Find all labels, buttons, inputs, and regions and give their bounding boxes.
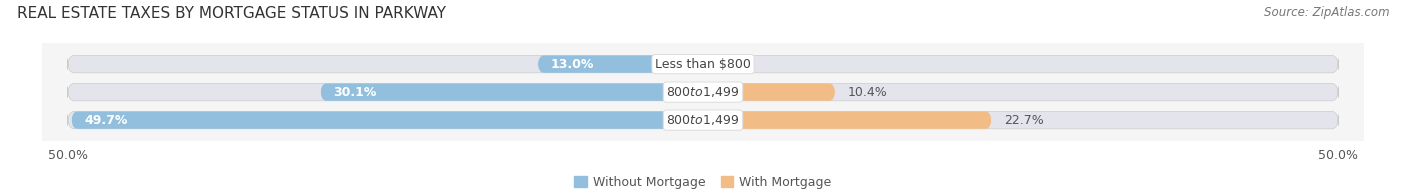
- FancyBboxPatch shape: [72, 112, 703, 129]
- FancyBboxPatch shape: [703, 83, 835, 101]
- Legend: Without Mortgage, With Mortgage: Without Mortgage, With Mortgage: [574, 176, 832, 189]
- FancyBboxPatch shape: [67, 112, 1339, 129]
- Text: Less than $800: Less than $800: [655, 58, 751, 71]
- Text: 49.7%: 49.7%: [84, 114, 128, 127]
- Text: 30.1%: 30.1%: [333, 86, 377, 99]
- FancyBboxPatch shape: [67, 83, 1339, 101]
- Text: 22.7%: 22.7%: [1004, 114, 1043, 127]
- FancyBboxPatch shape: [703, 112, 991, 129]
- FancyBboxPatch shape: [321, 83, 703, 101]
- Text: $800 to $1,499: $800 to $1,499: [666, 113, 740, 127]
- FancyBboxPatch shape: [67, 55, 1339, 73]
- Text: $800 to $1,499: $800 to $1,499: [666, 85, 740, 99]
- Text: 13.0%: 13.0%: [551, 58, 593, 71]
- Text: 10.4%: 10.4%: [848, 86, 887, 99]
- Text: Source: ZipAtlas.com: Source: ZipAtlas.com: [1264, 6, 1389, 19]
- FancyBboxPatch shape: [537, 55, 703, 73]
- Text: 0.0%: 0.0%: [716, 58, 748, 71]
- Text: REAL ESTATE TAXES BY MORTGAGE STATUS IN PARKWAY: REAL ESTATE TAXES BY MORTGAGE STATUS IN …: [17, 6, 446, 21]
